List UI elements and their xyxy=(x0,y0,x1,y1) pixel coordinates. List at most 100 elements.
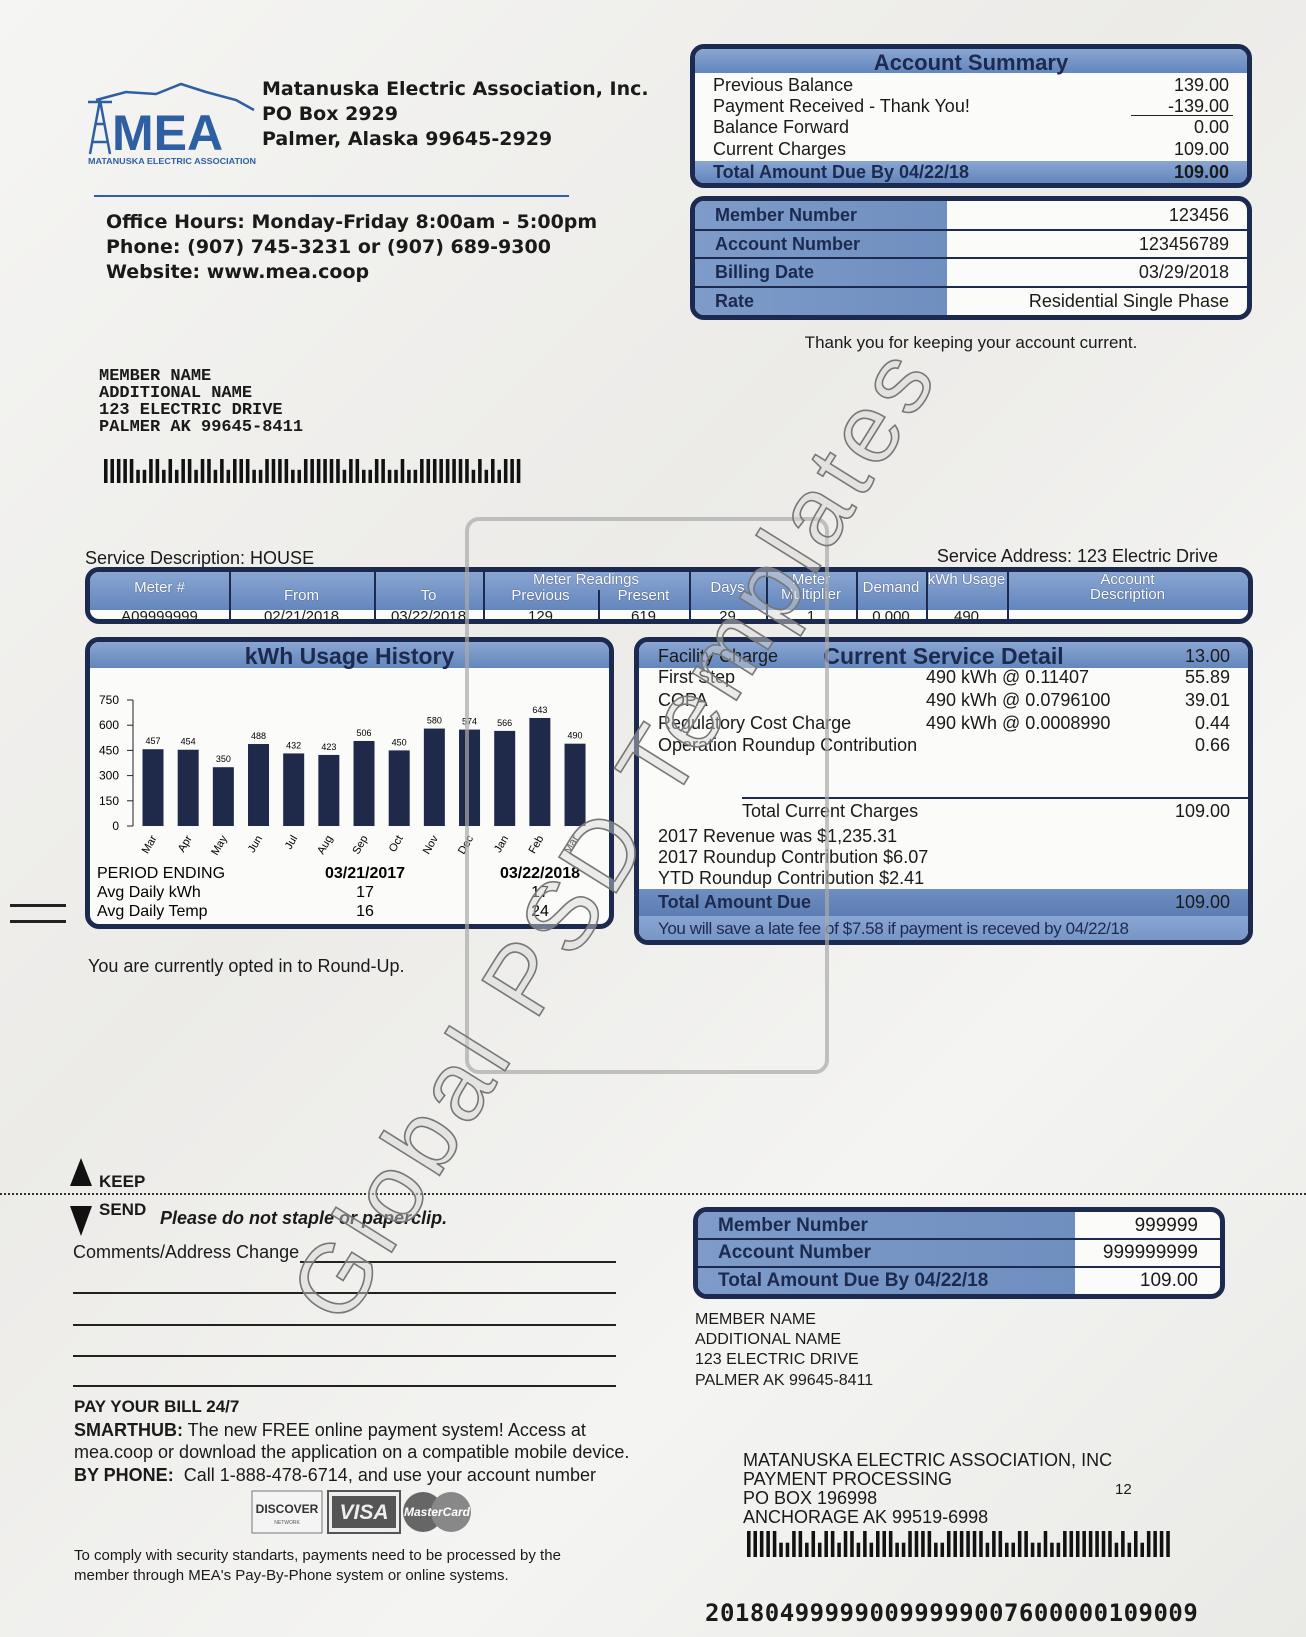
barcode-bar xyxy=(362,469,366,483)
barcode-bar xyxy=(882,1531,886,1557)
barcode-bar xyxy=(310,459,314,483)
meter-header: Days xyxy=(710,579,745,596)
col-rule xyxy=(766,572,768,619)
info-value: 123456789 xyxy=(1138,233,1229,254)
address-line: PALMER AK 99645-8411 xyxy=(99,418,304,437)
bar xyxy=(283,753,305,826)
barcode-bar xyxy=(445,459,450,483)
barcode-bar xyxy=(747,1531,751,1557)
summary-title: Account Summary xyxy=(873,50,1069,75)
bar xyxy=(248,744,270,826)
col-rule xyxy=(374,572,376,619)
y-tick-label: 600 xyxy=(99,718,119,732)
staple-note: Please do not staple or paperclip. xyxy=(160,1208,448,1228)
amount-underline xyxy=(1131,115,1233,116)
barcode-bar xyxy=(1056,1542,1061,1557)
barcode-bar xyxy=(1011,1542,1015,1557)
round-up: You are currently opted in to Round-Up. xyxy=(88,956,405,976)
barcode-bar xyxy=(394,469,398,483)
barcode-bar xyxy=(168,459,173,483)
barcode-bar xyxy=(284,459,289,483)
barcode-bar xyxy=(753,1531,757,1557)
value-label: 488 xyxy=(251,731,266,741)
barcode-bar xyxy=(258,469,263,483)
barcode-bar xyxy=(830,1531,835,1557)
meter-value: 0.000 xyxy=(872,608,910,624)
y-tick-label: 750 xyxy=(99,693,119,707)
summary-label: Current Charges xyxy=(713,139,847,159)
summary-total-label: Total Amount Due By 04/22/18 xyxy=(713,162,970,182)
charge-label: Facility Charge xyxy=(658,646,779,666)
visa-logo: VISA xyxy=(339,1501,388,1524)
barcode-bar xyxy=(194,469,198,483)
address-line: 123 ELECTRIC DRIVE xyxy=(99,401,283,420)
subtotal-rule xyxy=(742,797,1248,799)
info-label: Rate xyxy=(715,290,755,311)
logo-mark: MEA xyxy=(112,105,223,161)
x-tick-label: Oct xyxy=(387,834,406,855)
info-value: 123456 xyxy=(1168,205,1229,225)
period-cell: Avg Daily kWh xyxy=(97,884,201,901)
keep-send-arrows xyxy=(70,1158,92,1236)
barcode-bar xyxy=(104,459,108,483)
meter-value: 129 xyxy=(527,608,554,624)
period-cell: 17 xyxy=(356,884,374,901)
discover-card xyxy=(251,1490,323,1534)
info-value: Residential Single Phase xyxy=(1028,290,1229,311)
barcode-bar xyxy=(497,469,501,483)
meter-header: To xyxy=(420,587,437,604)
account-info: Member Number 123456 Account Number 1234567… xyxy=(690,196,1252,320)
y-tick-label: 0 xyxy=(112,819,119,833)
barcode-bar xyxy=(278,459,282,483)
value-label: 580 xyxy=(427,716,442,726)
meter-header: Account Description xyxy=(1089,571,1166,603)
chart-title: kWh Usage History xyxy=(244,643,455,669)
member-address: 123 ELECTRIC DRIVE xyxy=(695,1351,859,1368)
total-amount: 109.00 xyxy=(1174,892,1230,912)
meter-value: A09999999 xyxy=(121,608,198,624)
barcode-bar xyxy=(407,469,411,483)
detail-note: 2017 Roundup Contribution $6.07 xyxy=(658,847,929,867)
barcode-bar xyxy=(785,1542,790,1557)
barcode-bar xyxy=(368,469,372,483)
x-tick-label: Apr xyxy=(176,833,195,854)
barcode-bar xyxy=(772,1531,777,1557)
bar xyxy=(423,728,445,826)
row-rule xyxy=(695,228,1247,231)
barcode-bar xyxy=(914,1531,919,1557)
info-label: Account Number xyxy=(715,233,861,254)
total-label: Total Amount Due xyxy=(658,892,811,912)
remit-address: PO BOX 196998 xyxy=(743,1488,878,1508)
bar xyxy=(459,729,481,826)
charge-detail: 490 kWh @ 0.0796100 xyxy=(926,690,1111,710)
barcode-bar xyxy=(297,469,302,483)
barcode-bar xyxy=(992,1531,996,1557)
value-label: 454 xyxy=(181,737,196,747)
col-rule xyxy=(229,572,231,619)
summary-amount: -139.00 xyxy=(1167,96,1229,116)
barcode-bar xyxy=(303,459,308,483)
barcode-bar xyxy=(1088,1531,1093,1557)
arrow-up xyxy=(70,1158,92,1186)
barcode-bar xyxy=(985,1542,990,1557)
barcode-bar xyxy=(329,459,334,483)
bar xyxy=(212,767,234,826)
remit-value: 999999999 xyxy=(1102,1242,1198,1264)
late-fee: You will save a late fee of $7.58 if pay… xyxy=(658,919,1129,938)
col-rule xyxy=(689,572,691,619)
barcode-bar xyxy=(1121,1531,1125,1557)
period-cell: Avg Daily Temp xyxy=(97,903,208,920)
summary-amount: 0.00 xyxy=(1193,117,1229,137)
subtotal-label: Total Current Charges xyxy=(742,801,919,821)
bar xyxy=(564,743,586,826)
period-cell: 03/21/2017 xyxy=(325,865,405,882)
charge-amount: 0.44 xyxy=(1194,713,1230,733)
smarthub-text: The new FREE online payment system! Acce… xyxy=(187,1420,586,1440)
mark xyxy=(10,904,66,907)
card-logos: DISCOVER NETWORK VISA MasterCard xyxy=(251,1490,471,1534)
value-label: 574 xyxy=(462,717,477,727)
office-hours: Office Hours: Monday-Friday 8:00am - 5:0… xyxy=(106,211,598,233)
summary-amount: 139.00 xyxy=(1173,75,1229,95)
barcode-bar xyxy=(233,459,237,483)
